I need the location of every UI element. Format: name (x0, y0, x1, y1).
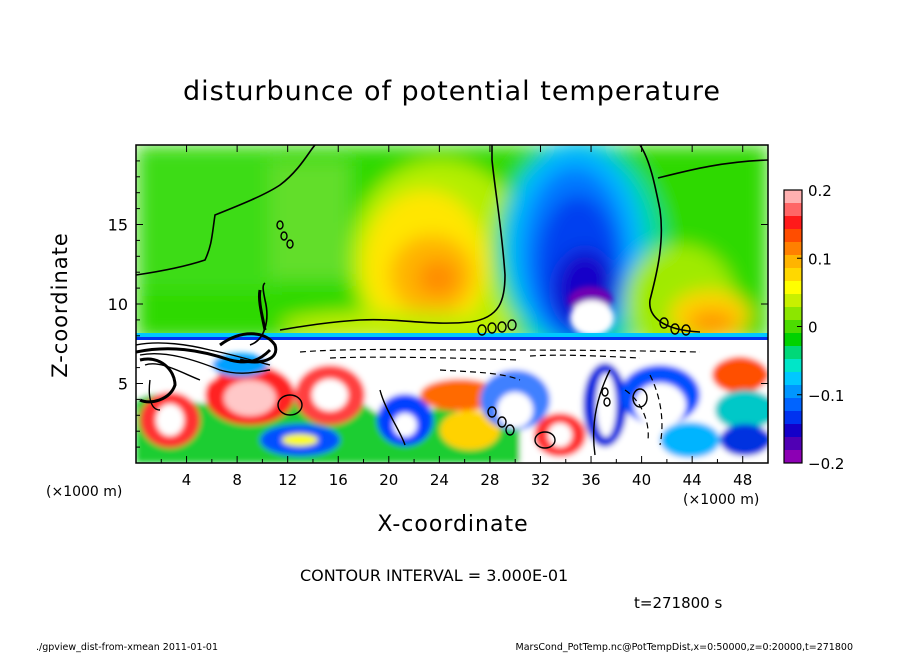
y-tick-label: 15 (108, 216, 128, 235)
colorbar-band (784, 268, 802, 282)
chart-title: disturbunce of potential temperature (183, 76, 721, 107)
x-axis-label: X-coordinate (377, 512, 529, 537)
colorbar-band (784, 229, 802, 243)
x-tick-label: 8 (232, 471, 242, 489)
colorbar-band (784, 216, 802, 230)
colorbar-band (784, 333, 802, 347)
colorbar-band (784, 255, 802, 269)
x-tick-label: 16 (329, 471, 348, 489)
y-tick-label: 10 (108, 295, 128, 314)
x-unit-left: (×1000 m) (46, 484, 123, 500)
colorbar-band (784, 424, 802, 438)
x-tick-label: 28 (480, 471, 499, 489)
colorbar-band (784, 372, 802, 386)
x-tick-label: 40 (632, 471, 651, 489)
x-tick-label: 20 (379, 471, 398, 489)
colorbar-tick-label: 0.2 (808, 182, 832, 200)
colorbar-band (784, 346, 802, 360)
colorbar-tick-label: −0.2 (808, 455, 844, 473)
colorbar-band (784, 281, 802, 295)
x-tick-label: 44 (683, 471, 702, 489)
colorbar-tick-label: 0.1 (808, 250, 832, 268)
colorbar-band (784, 437, 802, 451)
contour-lines (136, 145, 768, 346)
contour-interval: CONTOUR INTERVAL = 3.000E-01 (300, 566, 569, 585)
heatmap-field (136, 145, 768, 463)
footer-right: MarsCond_PotTemp.nc@PotTempDist,x=0:5000… (515, 642, 853, 653)
colorbar-tick-label: 0 (808, 319, 818, 337)
colorbar-band (784, 320, 802, 334)
colorbar-band (784, 450, 802, 464)
colorbar-band (784, 359, 802, 373)
x-unit-right: (×1000 m) (683, 492, 760, 508)
footer-left: ./gpview_dist-from-xmean 2011-01-01 (36, 642, 219, 653)
x-tick-label: 48 (733, 471, 752, 489)
x-tick-label: 12 (278, 471, 297, 489)
time-stamp: t=271800 s (634, 594, 723, 612)
colorbar: 0.2 0.1 0 −0.1 −0.2 (783, 182, 844, 473)
colorbar-tick-label: −0.1 (808, 387, 844, 405)
colorbar-band (784, 242, 802, 256)
colorbar-band (784, 385, 802, 399)
colorbar-band (784, 307, 802, 321)
x-tick-label: 24 (430, 471, 449, 489)
colorbar-band (784, 294, 802, 308)
x-tick-label: 4 (182, 471, 192, 489)
y-tick-label: 5 (118, 375, 128, 394)
colorbar-band (784, 398, 802, 412)
x-tick-label: 32 (531, 471, 550, 489)
colorbar-band (784, 411, 802, 425)
colorbar-band (784, 203, 802, 217)
x-tick-label: 36 (581, 471, 600, 489)
colorbar-band (784, 190, 802, 204)
